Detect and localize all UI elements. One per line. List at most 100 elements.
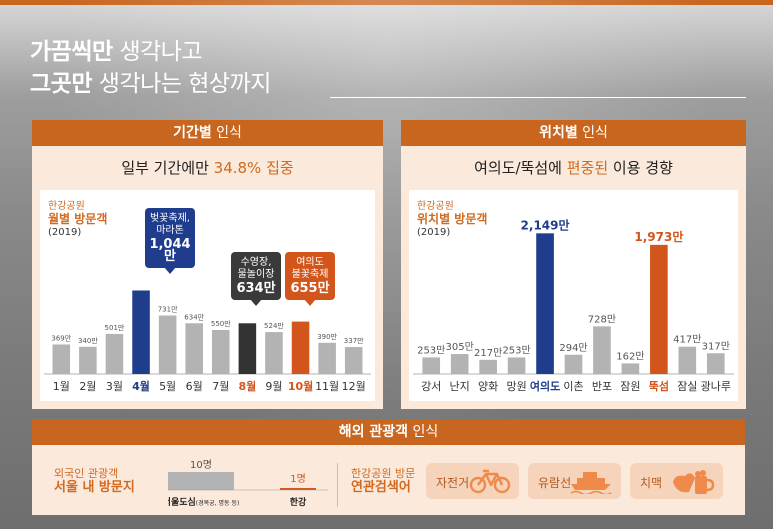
tick-label-12월: 12월 <box>342 380 366 393</box>
period-subtitle: 일부 기간에만 34.8% 집중 <box>32 157 383 178</box>
headline-line-2: 그곳만 생각나는 현상까지 <box>30 68 271 100</box>
tick-label-10월: 10월 <box>288 379 313 393</box>
bar-downtown <box>168 472 234 490</box>
value-label-3월: 501만 <box>105 323 125 332</box>
callout-august: 수영장, 물놀이장 634만 <box>231 252 281 306</box>
top-accent-bar <box>0 0 773 5</box>
callout-august-text1: 수영장, <box>240 257 272 268</box>
period-panel: 기간별 인식 일부 기간에만 34.8% 집중 한강공원 월별 방문객 (201… <box>32 120 383 409</box>
tick-label-반포: 반포 <box>592 380 612 393</box>
location-caption-year: (2019) <box>417 227 451 238</box>
callout-october-value: 655만 <box>290 281 330 296</box>
keyword-cruise-label: 유람선 <box>538 476 572 490</box>
callout-october: 여의도 불꽃축제 655만 <box>285 252 335 306</box>
keyword-bicycle-label: 자전거 <box>436 476 470 490</box>
bar-잠실 <box>678 346 697 374</box>
tick-label-2월: 2월 <box>79 380 96 393</box>
foreign-tourist-panel: 해외 관광객 인식 외국인 관광객 서울 내 방문지 10명 1명 서울도심(경… <box>32 419 745 515</box>
tick-label-난지: 난지 <box>450 380 470 393</box>
location-subtitle-pre: 여의도/뚝섬에 <box>474 159 567 177</box>
period-chart-area: 한강공원 월별 방문객 (2019) 369만 1월 340만 2월 501만 3월 4월 7… <box>40 190 375 401</box>
location-chart-caption: 한강공원 위치별 방문객 (2019) <box>417 200 487 239</box>
location-subtitle-post: 이용 경향 <box>608 159 673 177</box>
callout-april-value: 1,044만 <box>149 237 191 264</box>
tick-label-잠원: 잠원 <box>620 380 640 393</box>
tick-label-이촌: 이촌 <box>563 380 583 393</box>
bar-4월 <box>132 290 150 374</box>
bar-11월 <box>318 342 336 374</box>
bar-downtown-label-main: 서울도심 <box>168 496 196 508</box>
callout-october-text2: 불꽃축제 <box>291 269 329 280</box>
bar-9월 <box>265 332 283 374</box>
headline-line-2-bold: 그곳만 <box>30 71 92 97</box>
bar-반포 <box>593 326 611 374</box>
value-label-6월: 634만 <box>184 312 204 321</box>
value-label-광나루: 317만 <box>702 340 730 352</box>
value-label-5월: 731만 <box>158 305 178 314</box>
bar-난지 <box>450 354 469 374</box>
value-label-망원: 253만 <box>502 344 530 356</box>
bar-10월 <box>291 321 310 374</box>
location-panel-header: 위치별 인식 <box>401 120 746 146</box>
tick-label-7월: 7월 <box>212 380 229 393</box>
location-chart-area: 한강공원 위치별 방문객 (2019) 253만 강서 305만 난지 217만 양화 25… <box>409 190 738 401</box>
bar-downtown-label: 서울도심(경복궁, 명동 등) <box>168 496 239 508</box>
keyword-chimaek: 치맥 <box>630 463 723 499</box>
bar-뚝섬 <box>650 244 668 374</box>
bar-광나루 <box>706 353 725 374</box>
headline-line-2-rest: 생각나는 현상까지 <box>91 71 272 97</box>
tick-label-8월: 8월 <box>238 379 256 393</box>
foreign-header-rest: 인식 <box>408 424 439 440</box>
period-header-rest: 인식 <box>211 125 242 141</box>
tick-label-11월: 11월 <box>315 380 339 393</box>
tick-label-6월: 6월 <box>186 380 203 393</box>
tick-label-1월: 1월 <box>53 380 70 393</box>
bar-여의도 <box>536 233 554 374</box>
callout-april-text2: 마라톤 <box>156 225 184 236</box>
location-subtitle-highlight: 편중된 <box>566 159 609 177</box>
tick-label-광나루: 광나루 <box>701 380 731 393</box>
value-label-난지: 305만 <box>446 341 474 353</box>
bar-3월 <box>105 333 124 374</box>
tick-label-뚝섬: 뚝섬 <box>649 379 669 393</box>
bar-이촌 <box>564 354 583 374</box>
callout-august-value: 634만 <box>236 281 276 296</box>
callout-april-text1: 벚꽃축제, <box>150 213 190 224</box>
value-label-여의도: 2,149만 <box>521 217 570 232</box>
bar-2월 <box>79 346 97 374</box>
foreign-left-caption-2: 서울 내 방문지 <box>54 480 135 495</box>
foreign-left-caption-1: 외국인 관광객 <box>54 467 119 480</box>
period-caption-line2: 월별 방문객 <box>48 212 108 226</box>
headline: 가끔씩만 생각나고 그곳만 생각나는 현상까지 <box>30 36 271 100</box>
headline-line-1-bold: 가끔씩만 <box>30 39 113 65</box>
period-caption-line1: 한강공원 <box>48 201 85 212</box>
bar-hangang <box>280 488 316 490</box>
tick-label-잠실: 잠실 <box>677 380 697 393</box>
bar-downtown-label-sub: (경복궁, 명동 등) <box>196 499 240 507</box>
period-chart-caption: 한강공원 월별 방문객 (2019) <box>48 200 107 239</box>
keyword-caption-2: 연관검색어 <box>351 480 411 495</box>
location-header-bold: 위치별 <box>539 125 578 141</box>
value-label-1월: 369만 <box>51 333 71 342</box>
ship-icon <box>570 472 612 494</box>
period-header-bold: 기간별 <box>173 125 212 141</box>
location-header-rest: 인식 <box>577 125 608 141</box>
bar-망원 <box>507 357 526 374</box>
tick-label-양화: 양화 <box>478 380 498 393</box>
tick-label-4월: 4월 <box>132 379 150 393</box>
value-label-12월: 337만 <box>344 336 364 345</box>
location-panel: 위치별 인식 여의도/뚝섬에 편중된 이용 경향 한강공원 위치별 방문객 (2… <box>401 120 746 409</box>
headline-line-1: 가끔씩만 생각나고 <box>30 36 271 68</box>
keyword-bicycle: 자전거 <box>426 463 519 499</box>
value-label-9월: 524만 <box>264 321 284 330</box>
value-label-양화: 217만 <box>474 347 502 359</box>
bicycle-icon <box>469 469 511 494</box>
value-label-잠원: 162만 <box>616 350 644 362</box>
foreign-divider <box>337 463 338 507</box>
bar-7월 <box>212 330 230 374</box>
bar-1월 <box>52 344 71 374</box>
tick-label-여의도: 여의도 <box>530 379 560 393</box>
tick-label-3월: 3월 <box>106 380 123 393</box>
keyword-cruise: 유람선 <box>528 463 621 499</box>
